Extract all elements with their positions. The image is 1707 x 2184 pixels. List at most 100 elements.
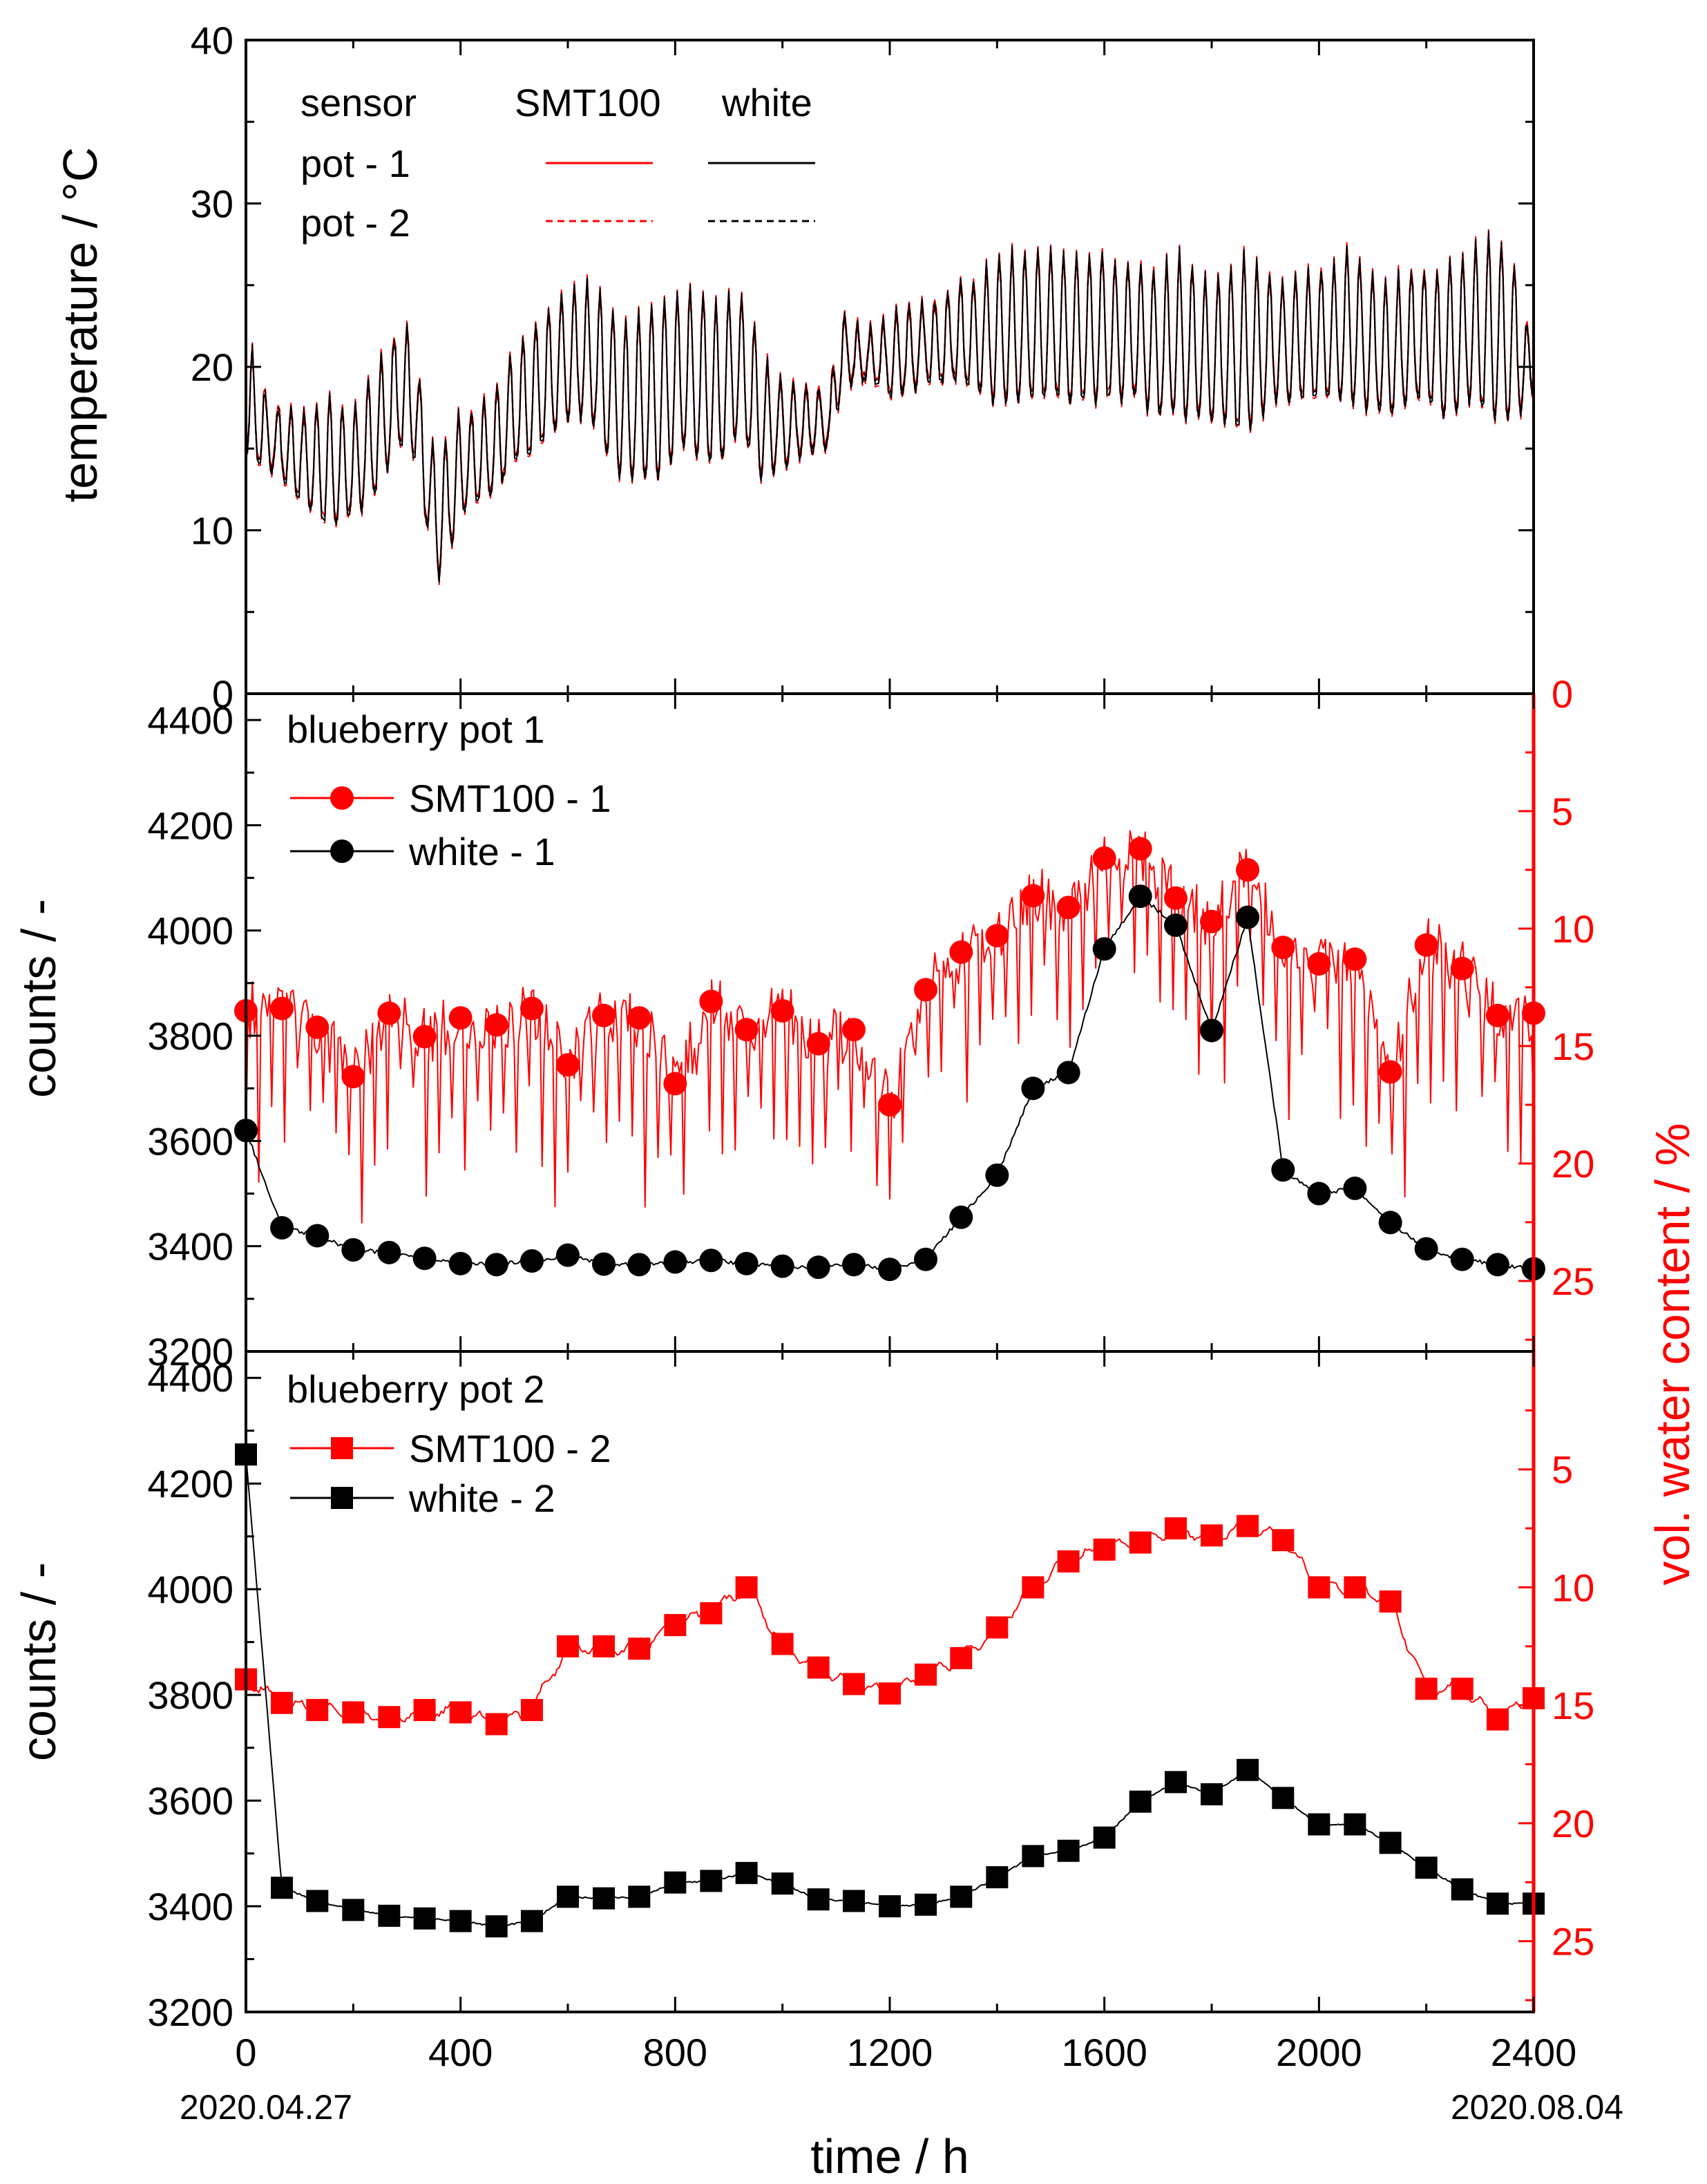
pot2-point-2 xyxy=(1451,1878,1474,1901)
x-tick-label: 2400 xyxy=(1491,2031,1577,2074)
pot1-y-tick-label: 4000 xyxy=(147,909,233,953)
pot1-point-1 xyxy=(1128,837,1152,861)
pot2-panel-title: blueberry pot 2 xyxy=(287,1367,545,1411)
temperature-traces xyxy=(245,229,1534,585)
pot2-point-1 xyxy=(485,1713,508,1736)
pot1-y2-tick-label: 15 xyxy=(1552,1025,1594,1068)
pot1-point-2 xyxy=(841,1253,866,1277)
legend-marker-white-2 xyxy=(331,1487,353,1509)
pot1-point-1 xyxy=(663,1072,687,1096)
pot1-point-2 xyxy=(412,1246,437,1271)
pot1-point-1 xyxy=(1236,858,1260,882)
pot1-point-2 xyxy=(806,1255,830,1280)
pot2-y-tick-label: 4000 xyxy=(147,1568,233,1611)
legend-label-white-2: white - 2 xyxy=(408,1476,555,1520)
pot1-y-tick-label: 3800 xyxy=(147,1014,233,1058)
pot2-point-1 xyxy=(593,1635,616,1658)
pot2-point-2 xyxy=(842,1890,865,1912)
pot2-point-2 xyxy=(1164,1771,1187,1794)
pot1-point-2 xyxy=(377,1240,401,1264)
legend-marker-smt100-1 xyxy=(330,786,354,810)
x-tick-label: 2000 xyxy=(1276,2031,1362,2074)
x-axis-end-date: 2020.08.04 xyxy=(1451,2088,1623,2127)
pot1-point-1 xyxy=(341,1065,365,1089)
pot2-point-2 xyxy=(1237,1758,1259,1781)
pot1-point-2 xyxy=(1414,1237,1438,1261)
pot1-point-2 xyxy=(1378,1210,1402,1235)
pot1-point-1 xyxy=(1378,1060,1402,1084)
pot2-point-1 xyxy=(842,1673,865,1696)
pot1-point-2 xyxy=(1163,913,1188,938)
temperature-y-tick-label: 0 xyxy=(212,672,233,716)
pot1-point-1 xyxy=(1414,933,1438,957)
legend-header-white: white xyxy=(721,81,812,124)
pot2-point-1 xyxy=(378,1706,401,1729)
pot2-point-1 xyxy=(1451,1678,1474,1700)
pot1-point-1 xyxy=(1021,884,1045,908)
pot1-point-2 xyxy=(270,1216,294,1240)
pot2-point-1 xyxy=(1129,1531,1152,1554)
pot2-y-tick-label: 3600 xyxy=(147,1779,233,1823)
pot1-point-2 xyxy=(699,1248,723,1273)
pot1-point-1 xyxy=(734,1018,759,1042)
legend-header-smt100: SMT100 xyxy=(515,81,661,124)
pot2-point-1 xyxy=(735,1576,758,1599)
pot1-point-1 xyxy=(1092,846,1116,870)
pot2-point-1 xyxy=(1201,1524,1223,1547)
temperature-y-tick-label: 10 xyxy=(191,509,233,553)
pot2-point-1 xyxy=(449,1701,472,1724)
pot2-ticks: 3200 3400 3600 3800 4000 4200 4400 5 10 15 20 25 xyxy=(147,1356,1594,2034)
pot2-point-1 xyxy=(306,1698,329,1721)
pot2-point-2 xyxy=(1129,1790,1152,1813)
pot2-point-2 xyxy=(271,1877,294,1899)
pot1-point-1 xyxy=(1163,886,1188,910)
pot2-point-2 xyxy=(771,1872,794,1895)
pot2-point-2 xyxy=(306,1890,329,1912)
pot2-point-2 xyxy=(1344,1813,1366,1836)
pot1-point-2 xyxy=(1307,1181,1331,1206)
pot1-point-1 xyxy=(1307,952,1331,976)
pot1-point-2 xyxy=(770,1254,794,1278)
pot2-point-1 xyxy=(520,1698,543,1721)
pot1-point-1 xyxy=(1343,947,1367,971)
pot1-y-tick-label: 4200 xyxy=(147,804,233,847)
pot1-point-2 xyxy=(1450,1247,1474,1271)
pot2-point-2 xyxy=(342,1899,365,1921)
pot2-point-1 xyxy=(1093,1538,1116,1561)
x-axis-title: time / h xyxy=(810,2129,969,2183)
pot1-point-1 xyxy=(1485,1003,1509,1027)
pot2-point-2 xyxy=(628,1886,651,1908)
pot2-point-1 xyxy=(700,1602,723,1624)
pot1-point-2 xyxy=(1271,1158,1295,1182)
pot1-point-2 xyxy=(1128,884,1152,909)
pot1-point-2 xyxy=(448,1251,473,1275)
temperature-series-3 xyxy=(245,234,1534,583)
pot2-point-1 xyxy=(342,1701,365,1724)
pot1-y-tick-label: 3600 xyxy=(147,1119,233,1163)
pot2-point-1 xyxy=(628,1637,651,1660)
x-tick-label: 0 xyxy=(235,2031,256,2074)
pot2-panel: 3200 3400 3600 3800 4000 4200 4400 5 10 15 20 25 co… xyxy=(12,1350,1594,2034)
pot1-point-1 xyxy=(448,1006,473,1030)
pot1-point-2 xyxy=(663,1250,687,1274)
temperature-y-tick-label: 40 xyxy=(191,19,233,62)
legend-header-sensor: sensor xyxy=(301,81,417,124)
pot1-point-2 xyxy=(985,1163,1009,1187)
pot1-point-1 xyxy=(484,1013,508,1037)
pot2-point-2 xyxy=(485,1915,508,1938)
pot1-point-2 xyxy=(878,1257,902,1282)
pot2-point-2 xyxy=(1093,1826,1116,1849)
pot1-legend: SMT100 - 1 white - 1 xyxy=(290,777,611,873)
pot2-point-1 xyxy=(1379,1590,1402,1613)
pot1-point-1 xyxy=(1200,909,1223,933)
pot2-point-1 xyxy=(1272,1529,1295,1552)
pot2-point-2 xyxy=(378,1904,401,1927)
pot1-y-tick-label: 3400 xyxy=(147,1225,233,1269)
pot1-point-2 xyxy=(734,1251,759,1275)
pot2-point-2 xyxy=(1415,1857,1438,1879)
pot1-point-2 xyxy=(519,1249,544,1273)
x-axis-ticks: 0 400 800 1200 1600 2000 2400 xyxy=(235,40,1576,2074)
